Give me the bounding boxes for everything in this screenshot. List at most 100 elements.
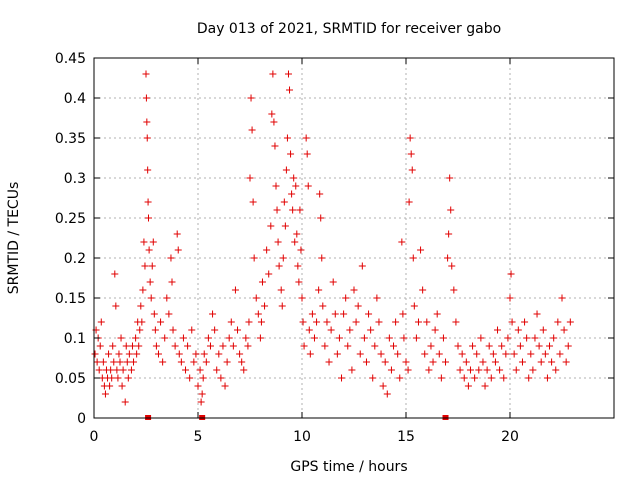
data-point	[271, 142, 279, 150]
data-point	[135, 342, 143, 350]
data-point	[182, 366, 190, 374]
data-point	[365, 310, 373, 318]
data-point	[340, 310, 348, 318]
data-point	[138, 318, 146, 326]
data-point	[510, 350, 518, 358]
data-point	[188, 326, 196, 334]
data-point	[315, 286, 323, 294]
data-point	[244, 342, 252, 350]
data-point	[508, 318, 516, 326]
data-point	[375, 318, 383, 326]
data-point	[409, 254, 417, 262]
data-point	[306, 350, 314, 358]
data-point	[431, 326, 439, 334]
data-point	[496, 366, 504, 374]
data-point	[445, 230, 453, 238]
data-point	[439, 334, 447, 342]
data-point	[298, 294, 306, 302]
data-point	[288, 190, 296, 198]
data-point	[543, 374, 551, 382]
data-point	[140, 238, 148, 246]
data-point	[407, 150, 415, 158]
data-point	[558, 294, 566, 302]
data-point	[518, 358, 526, 366]
data-point	[269, 70, 277, 78]
data-point	[236, 350, 244, 358]
data-point	[148, 262, 156, 270]
x-axis-label: GPS time / hours	[290, 459, 407, 475]
data-point	[280, 198, 288, 206]
data-point	[275, 262, 283, 270]
data-point	[514, 326, 522, 334]
data-point	[186, 374, 194, 382]
data-point	[313, 318, 321, 326]
data-point	[227, 318, 235, 326]
data-point	[118, 382, 126, 390]
data-point	[489, 350, 497, 358]
data-point	[202, 358, 210, 366]
data-point	[151, 326, 159, 334]
data-point	[327, 326, 335, 334]
data-point	[282, 166, 290, 174]
data-point	[362, 358, 370, 366]
data-point	[316, 190, 324, 198]
data-point	[406, 134, 414, 142]
data-point	[529, 366, 537, 374]
data-point	[291, 238, 299, 246]
data-point	[447, 206, 455, 214]
data-point	[268, 110, 276, 118]
data-point	[249, 198, 257, 206]
data-point	[299, 318, 307, 326]
data-point	[113, 366, 121, 374]
data-point	[247, 94, 255, 102]
data-point	[562, 358, 570, 366]
data-point	[329, 278, 337, 286]
x-tick-label: 20	[501, 429, 519, 445]
data-point	[302, 134, 310, 142]
data-point	[292, 182, 300, 190]
data-point	[184, 342, 192, 350]
data-point	[498, 342, 506, 350]
data-point	[531, 334, 539, 342]
data-point	[284, 70, 292, 78]
data-point	[507, 270, 515, 278]
data-point	[304, 182, 312, 190]
data-point	[290, 174, 298, 182]
data-point	[539, 326, 547, 334]
data-point	[145, 246, 153, 254]
data-point	[225, 334, 233, 342]
y-tick-label: 0.1	[64, 331, 86, 347]
data-point	[174, 246, 182, 254]
data-point	[263, 246, 271, 254]
data-point	[525, 374, 533, 382]
data-point	[169, 326, 177, 334]
data-point	[385, 334, 393, 342]
data-point	[242, 334, 250, 342]
data-point	[99, 358, 107, 366]
data-point	[297, 246, 305, 254]
data-point	[305, 326, 313, 334]
data-point	[448, 262, 456, 270]
data-point	[469, 342, 477, 350]
data-point	[144, 166, 152, 174]
data-point	[248, 126, 256, 134]
data-point	[152, 342, 160, 350]
y-tick-label: 0.45	[55, 51, 86, 67]
data-point	[128, 342, 136, 350]
data-point	[287, 150, 295, 158]
data-point	[246, 174, 254, 182]
data-point	[394, 350, 402, 358]
data-point	[294, 262, 302, 270]
data-point	[317, 214, 325, 222]
data-point	[466, 366, 474, 374]
data-point	[144, 198, 152, 206]
data-point	[274, 238, 282, 246]
data-point	[404, 366, 412, 374]
data-point	[293, 230, 301, 238]
data-point	[198, 390, 206, 398]
data-point	[223, 358, 231, 366]
data-point	[121, 398, 129, 406]
data-point	[116, 358, 124, 366]
data-point	[390, 342, 398, 350]
data-point	[125, 350, 133, 358]
